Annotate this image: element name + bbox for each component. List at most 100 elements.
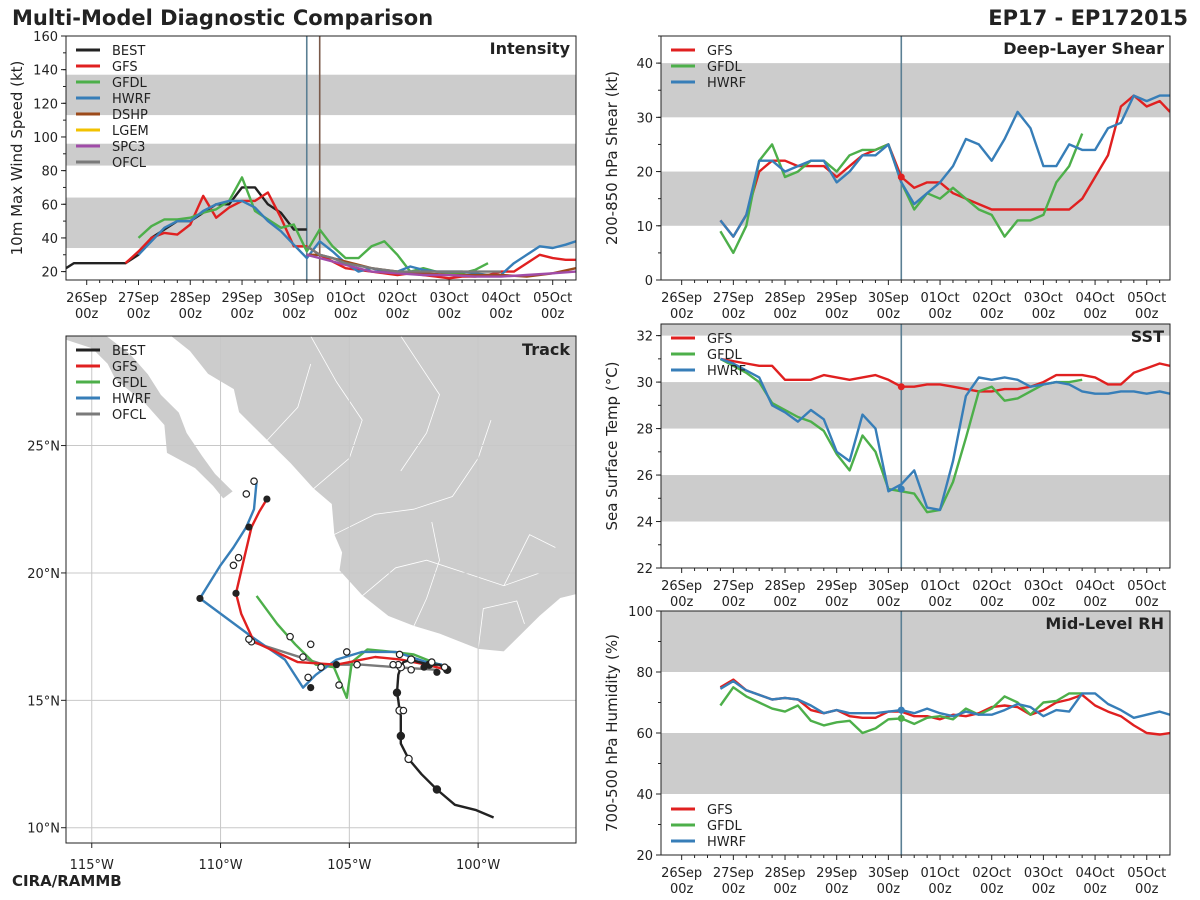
intensity-xtick-label: 28Sep (170, 291, 211, 306)
intensity-legend-label-best: BEST (112, 44, 145, 59)
sst-legend-label-gfdl: GFDL (707, 348, 743, 363)
intensity-ytick-label: 120 (33, 97, 58, 112)
intensity-ytick-label: 80 (41, 165, 58, 180)
sst-ytick-label: 26 (636, 469, 653, 484)
shear-ytick-label: 20 (636, 166, 653, 181)
intensity-xtick-label: 01Oct (326, 291, 365, 306)
rh-xtick-label: 00z (773, 882, 797, 897)
rh-xtick-label: 00z (1135, 882, 1159, 897)
track-series-hwrf (198, 481, 443, 689)
intensity-ytick-label: 20 (41, 266, 58, 281)
track-point-open (299, 653, 307, 661)
shear-xtick-label: 28Sep (764, 291, 805, 306)
track-point-open (306, 640, 315, 649)
rh-xtick-label: 30Sep (868, 866, 909, 881)
track-point-open (440, 663, 449, 672)
sst-xtick-label: 03Oct (1024, 579, 1063, 594)
track-point-best (432, 785, 442, 794)
sst-band-0 (661, 475, 1170, 522)
rh-ytick-label: 20 (636, 849, 653, 864)
track-point-open (317, 663, 325, 672)
rh-xtick-label: 00z (1032, 882, 1056, 897)
rh-title: Mid-Level RH (1045, 614, 1164, 633)
sst-xtick-label: 01Oct (921, 579, 960, 594)
intensity-xtick-label: 00z (282, 307, 306, 322)
rh-ytick-label: 40 (636, 788, 653, 803)
shear-marker (897, 173, 905, 181)
rh-xtick-label: 01Oct (921, 866, 960, 881)
rh-xtick-label: 00z (877, 882, 901, 897)
intensity-xtick-label: 26Sep (66, 291, 107, 306)
intensity-ytick-label: 40 (41, 232, 58, 247)
rh-xtick-label: 00z (722, 882, 746, 897)
intensity-xtick-label: 30Sep (273, 291, 314, 306)
intensity-legend-label-gfdl: GFDL (112, 76, 148, 91)
sst-marker2 (897, 485, 905, 493)
rh-series-gfs (719, 678, 1170, 736)
sst-xtick-label: 00z (1135, 595, 1159, 610)
track-point-hwrf (307, 683, 315, 692)
state-border-6 (400, 336, 440, 472)
track-legend-label-ofcl: OFCL (112, 408, 147, 423)
track-legend-label-gfdl: GFDL (112, 376, 148, 391)
intensity-xtick-label: 00z (334, 307, 358, 322)
sst-legend-label-hwrf: HWRF (707, 364, 746, 379)
rh-xtick-label: 02Oct (972, 866, 1011, 881)
state-border-2 (413, 521, 440, 627)
shear-xtick-label: 29Sep (816, 291, 857, 306)
sst-series-hwrf (719, 357, 1170, 512)
state-border-4 (310, 336, 363, 490)
shear-xtick-label: 02Oct (972, 291, 1011, 306)
track-series-best (395, 658, 495, 819)
track-point-gfs (263, 495, 271, 503)
intensity-xtick-label: 00z (541, 307, 565, 322)
track-title: Track (522, 340, 570, 359)
shear-xtick-label: 00z (722, 307, 746, 322)
rh-series-group (719, 678, 1170, 736)
track-legend-label-hwrf: HWRF (112, 392, 151, 407)
rh-panel: 2040608010026Sep00z27Sep00z28Sep00z29Sep… (603, 605, 1171, 897)
sst-ytick-label: 22 (636, 562, 653, 577)
rh-marker (897, 706, 905, 714)
sst-xtick-label: 00z (670, 595, 694, 610)
intensity-series-spc3 (306, 253, 576, 278)
rh-band-0 (661, 733, 1170, 794)
shear-xtick-label: 00z (1032, 307, 1056, 322)
rh-ytick-label: 100 (628, 605, 653, 620)
sst-ytick-label: 28 (636, 423, 653, 438)
track-point-open (407, 665, 415, 674)
track-point-open (427, 658, 436, 666)
track-point-open (234, 553, 243, 562)
shear-series-group (719, 94, 1170, 255)
track-point-best (406, 655, 416, 664)
shear-xtick-label: 00z (670, 307, 694, 322)
sst-band-1 (661, 382, 1170, 429)
rh-xtick-label: 00z (928, 882, 952, 897)
sst-panel: 22242628303226Sep00z27Sep00z28Sep00z29Se… (603, 323, 1171, 610)
rh-legend-label-gfs: GFS (707, 803, 733, 818)
intensity-legend-label-gfs: GFS (112, 60, 138, 75)
shear-xtick-label: 01Oct (921, 291, 960, 306)
intensity-xtick-label: 05Oct (533, 291, 572, 306)
sst-xtick-label: 00z (980, 595, 1004, 610)
shear-title: Deep-Layer Shear (1003, 39, 1164, 58)
track-xtick-label: 100°W (456, 858, 500, 873)
sst-xtick-label: 05Oct (1127, 579, 1166, 594)
intensity-series-ofcl (306, 245, 501, 273)
intensity-ytick-label: 60 (41, 198, 58, 213)
track-ytick-label: 10°N (27, 822, 60, 837)
rh-band-1 (661, 611, 1170, 672)
shear-ytick-label: 0 (645, 274, 653, 289)
sst-xtick-label: 30Sep (868, 579, 909, 594)
state-border-7 (503, 534, 556, 586)
intensity-xtick-label: 02Oct (378, 291, 417, 306)
track-point-best (404, 754, 413, 764)
track-point-hwrf (196, 594, 204, 603)
intensity-xtick-label: 00z (437, 307, 461, 322)
intensity-xtick-label: 00z (230, 307, 254, 322)
track-map-group (66, 336, 576, 843)
sst-xtick-label: 29Sep (816, 579, 857, 594)
shear-xtick-label: 00z (825, 307, 849, 322)
track-xtick-label: 115°W (70, 858, 114, 873)
track-ytick-label: 20°N (27, 567, 60, 582)
